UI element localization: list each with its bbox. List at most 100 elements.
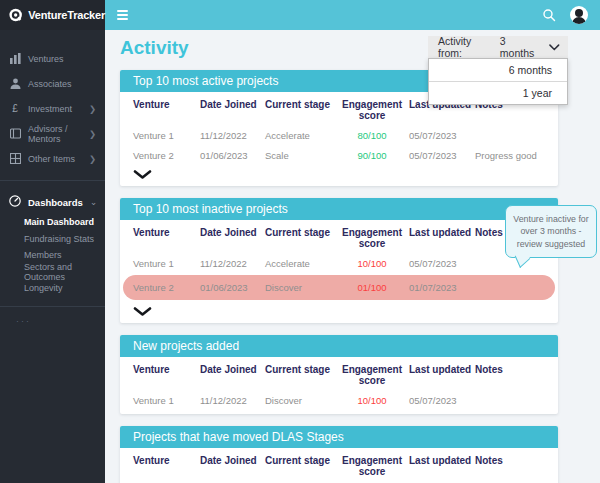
menu-icon[interactable] bbox=[117, 10, 128, 20]
sidebar-item-label: Ventures bbox=[28, 54, 64, 64]
cell-score: 80/100 bbox=[335, 130, 409, 141]
cell-updated: 05/07/2023 bbox=[409, 130, 475, 141]
table-header-row: VentureDate JoinedCurrent stageEngagemen… bbox=[120, 357, 558, 390]
column-header: Last updated bbox=[409, 364, 475, 386]
faded-menu-item: ··· bbox=[0, 316, 105, 326]
filter-dropdown-menu: 6 months 1 year bbox=[428, 58, 568, 105]
cell-date: 11/12/2022 bbox=[200, 395, 265, 406]
filter-option-6-months[interactable]: 6 months bbox=[429, 59, 567, 82]
column-header: Date Joined bbox=[200, 227, 265, 249]
filter-label: Activity from: bbox=[438, 35, 496, 59]
table-body: Venture 111/12/2022Discover10/10005/07/2… bbox=[120, 390, 558, 414]
column-header: Date Joined bbox=[200, 364, 265, 386]
column-header: Current stage bbox=[265, 227, 335, 249]
tables-area: Top 10 most active projects VentureDate … bbox=[120, 70, 558, 483]
column-header: Engagement score bbox=[335, 227, 409, 249]
chevron-down-icon bbox=[549, 44, 560, 51]
table-header-row: VentureDate JoinedCurrent stageEngagemen… bbox=[120, 220, 558, 253]
cell-notes: Progress good bbox=[475, 150, 545, 161]
sidebar-item-label: Associates bbox=[28, 79, 72, 89]
table-row[interactable]: Venture 201/06/2023Scale90/10005/07/2023… bbox=[120, 145, 558, 165]
sidebar-item-other-items[interactable]: Other Items ❯ bbox=[0, 146, 105, 171]
filter-option-1-year[interactable]: 1 year bbox=[429, 82, 567, 104]
user-icon[interactable] bbox=[570, 6, 588, 24]
column-header: Notes bbox=[475, 455, 545, 477]
expand-chevron-icon[interactable] bbox=[120, 306, 558, 323]
sub-item-label: Sectors and Outcomes bbox=[24, 262, 105, 282]
brand-name: VentureTracker bbox=[28, 9, 105, 21]
cell-venture: Venture 2 bbox=[133, 282, 200, 293]
inactive-venture-tooltip: Venture inactive for over 3 months - rev… bbox=[505, 205, 597, 258]
sub-item-label: Longevity bbox=[24, 283, 63, 293]
cell-stage: Accelerate bbox=[265, 258, 335, 269]
column-header: Venture bbox=[133, 364, 200, 386]
bar-chart-icon bbox=[9, 53, 21, 64]
chevron-right-icon: ❯ bbox=[89, 104, 96, 114]
sidebar-item-longevity[interactable]: Longevity bbox=[0, 280, 105, 297]
table-body: Venture 111/12/2022Accelerate10/10005/07… bbox=[120, 253, 558, 306]
filter-selected-value: 3 months bbox=[500, 35, 546, 59]
search-icon[interactable] bbox=[542, 8, 556, 22]
sidebar-divider bbox=[0, 180, 105, 181]
sub-item-label: Members bbox=[24, 250, 62, 260]
cell-updated: 05/07/2023 bbox=[409, 150, 475, 161]
sidebar-item-label: Advisors / Mentors bbox=[28, 124, 82, 144]
sidebar-group-label: Dashboards bbox=[28, 197, 83, 208]
chevron-right-icon: ❯ bbox=[89, 154, 96, 164]
cell-score: 10/100 bbox=[335, 395, 409, 406]
table-title: New projects added bbox=[120, 335, 558, 357]
sidebar-item-investment[interactable]: £ Investment ❯ bbox=[0, 96, 105, 121]
expand-chevron-icon[interactable] bbox=[120, 169, 558, 186]
table-row[interactable]: Venture 201/06/2023Discover01/10001/07/2… bbox=[123, 275, 555, 300]
cell-stage: Discover bbox=[265, 282, 335, 293]
column-header: Venture bbox=[133, 455, 200, 477]
sidebar-item-associates[interactable]: Associates bbox=[0, 71, 105, 96]
cell-date: 01/06/2023 bbox=[200, 150, 265, 161]
chevron-right-icon: ❯ bbox=[89, 129, 96, 139]
column-header: Last updated bbox=[409, 227, 475, 249]
main-content: Activity Activity from: 3 months 6 month… bbox=[105, 30, 600, 483]
cell-venture: Venture 1 bbox=[133, 130, 200, 141]
sub-item-label: Fundraising Stats bbox=[24, 234, 94, 244]
sidebar-item-label: Other Items bbox=[28, 154, 75, 164]
cell-stage: Discover bbox=[265, 395, 335, 406]
cell-venture: Venture 1 bbox=[133, 258, 200, 269]
cell-date: 01/06/2023 bbox=[200, 282, 265, 293]
table-body: Venture 111/12/2022Accelerate80/10005/07… bbox=[120, 125, 558, 169]
logo-icon bbox=[9, 7, 22, 23]
page-title: Activity bbox=[120, 37, 189, 59]
column-header: Last updated bbox=[409, 455, 475, 477]
column-header: Date Joined bbox=[200, 99, 265, 121]
sidebar-group-dashboards[interactable]: Dashboards ⌄ bbox=[0, 190, 105, 214]
cell-venture: Venture 2 bbox=[133, 150, 200, 161]
sidebar: Ventures Associates £ Investment ❯ Advis… bbox=[0, 30, 105, 483]
cell-date: 11/12/2022 bbox=[200, 130, 265, 141]
column-header: Current stage bbox=[265, 99, 335, 121]
sidebar-item-sectors-outcomes[interactable]: Sectors and Outcomes bbox=[0, 264, 105, 281]
column-header: Venture bbox=[133, 99, 200, 121]
table-row[interactable]: Venture 111/12/2022Discover10/10005/07/2… bbox=[120, 390, 558, 410]
book-icon bbox=[9, 128, 21, 139]
table-card-most-inactive: Top 10 most inactive projects VentureDat… bbox=[120, 198, 558, 323]
table-row[interactable]: Venture 111/12/2022Accelerate10/10005/07… bbox=[120, 253, 558, 273]
column-header: Engagement score bbox=[335, 364, 409, 386]
cell-updated: 05/07/2023 bbox=[409, 258, 475, 269]
table-card-new-projects: New projects added VentureDate JoinedCur… bbox=[120, 335, 558, 414]
gauge-icon bbox=[9, 195, 21, 209]
cell-updated: 05/07/2023 bbox=[409, 395, 475, 406]
column-header: Current stage bbox=[265, 455, 335, 477]
sidebar-item-fundraising-stats[interactable]: Fundraising Stats bbox=[0, 231, 105, 248]
activity-filter-select[interactable]: Activity from: 3 months bbox=[428, 36, 568, 58]
column-header: Date Joined bbox=[200, 455, 265, 477]
table-title: Top 10 most inactive projects bbox=[120, 198, 558, 220]
sidebar-item-label: Investment bbox=[28, 104, 72, 114]
sidebar-item-ventures[interactable]: Ventures bbox=[0, 46, 105, 71]
sidebar-item-main-dashboard[interactable]: Main Dashboard bbox=[0, 214, 105, 231]
chevron-down-icon: ⌄ bbox=[90, 197, 97, 207]
table-row[interactable]: Venture 111/12/2022Accelerate80/10005/07… bbox=[120, 125, 558, 145]
column-header: Current stage bbox=[265, 364, 335, 386]
sidebar-item-advisors-mentors[interactable]: Advisors / Mentors ❯ bbox=[0, 121, 105, 146]
column-header: Engagement score bbox=[335, 99, 409, 121]
cell-venture: Venture 1 bbox=[133, 395, 200, 406]
column-header: Venture bbox=[133, 227, 200, 249]
